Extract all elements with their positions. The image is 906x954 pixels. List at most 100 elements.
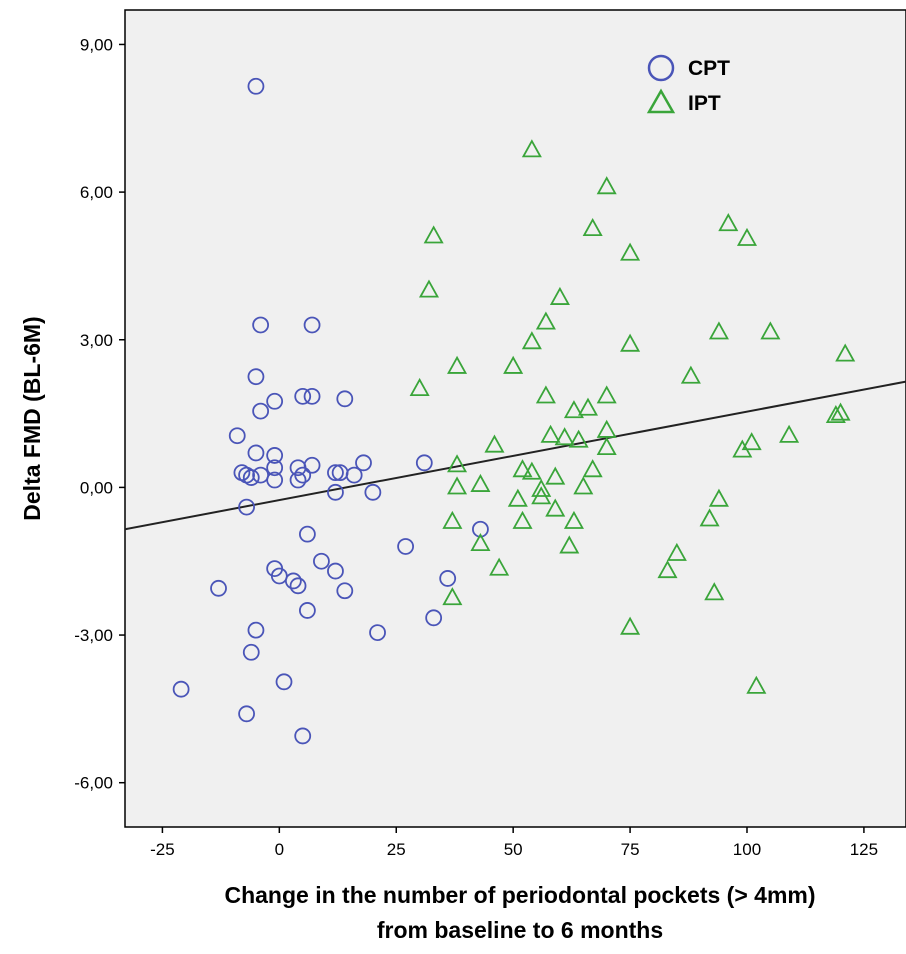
data-point-cpt — [266, 459, 284, 477]
data-point-ipt — [442, 510, 463, 529]
data-point-ipt — [563, 400, 584, 419]
data-point-ipt — [447, 355, 468, 374]
data-point-cpt — [303, 456, 321, 474]
data-point-ipt — [825, 405, 846, 424]
data-point-cpt — [355, 454, 372, 472]
data-point-cpt — [397, 538, 414, 555]
data-point-cpt — [266, 392, 284, 410]
data-point-ipt — [512, 510, 533, 529]
data-point-cpt — [369, 624, 386, 641]
data-point-ipt — [535, 385, 556, 404]
data-point-ipt — [718, 213, 739, 232]
data-point-ipt — [577, 397, 599, 416]
data-point-ipt — [596, 436, 617, 456]
data-points — [172, 77, 856, 745]
data-point-ipt — [582, 459, 603, 478]
data-point-ipt — [746, 675, 767, 694]
data-point-ipt — [507, 488, 528, 507]
legend: CPT IPT — [646, 54, 730, 115]
data-point-ipt — [708, 488, 729, 507]
data-point-ipt — [620, 242, 641, 261]
data-point-ipt — [409, 377, 430, 396]
data-point-cpt — [238, 705, 255, 723]
data-point-cpt — [303, 387, 321, 405]
legend-cpt-label: CPT — [688, 57, 730, 80]
data-point-ipt — [657, 560, 678, 579]
data-point-cpt — [364, 483, 382, 501]
data-point-ipt — [447, 476, 468, 495]
data-point-cpt — [289, 471, 307, 489]
data-point-ipt — [835, 343, 856, 362]
data-point-ipt — [545, 498, 566, 517]
data-point-ipt — [596, 419, 617, 438]
data-point-ipt — [503, 355, 524, 374]
data-point-cpt — [228, 427, 246, 445]
data-point-ipt — [760, 321, 781, 340]
data-point-ipt — [447, 454, 468, 473]
data-point-cpt — [345, 466, 363, 484]
data-point-ipt — [568, 429, 589, 448]
data-point-ipt — [666, 542, 687, 561]
data-point-ipt — [732, 439, 753, 458]
data-point-cpt — [247, 368, 265, 386]
data-point-cpt — [294, 466, 312, 484]
data-point-ipt — [830, 402, 851, 421]
data-point-cpt — [425, 609, 443, 627]
data-point-ipt — [554, 427, 575, 446]
x-axis-title-line1: Change in the number of periodontal pock… — [224, 882, 815, 908]
data-point-cpt — [313, 552, 330, 570]
data-point-cpt — [289, 577, 307, 595]
data-point-cpt — [336, 582, 354, 600]
x-tick-label: 50 — [504, 840, 523, 859]
y-axis-title: Delta FMD (BL-6M) — [19, 316, 45, 520]
x-tick-label: -25 — [150, 840, 175, 859]
data-point-ipt — [741, 432, 762, 451]
data-point-cpt — [327, 483, 344, 501]
y-tick-label: 3,00 — [80, 331, 113, 350]
data-point-ipt — [620, 333, 641, 352]
data-point-cpt — [238, 498, 255, 516]
data-point-cpt — [415, 454, 433, 472]
x-tick-label: 25 — [387, 840, 406, 859]
data-point-cpt — [242, 469, 260, 486]
data-point-ipt — [442, 587, 463, 606]
legend-ipt-marker — [646, 88, 676, 114]
data-point-cpt — [252, 316, 270, 334]
data-point-cpt — [284, 572, 302, 590]
data-point-ipt — [779, 424, 800, 443]
x-tick-label: 100 — [733, 840, 761, 859]
data-point-ipt — [521, 139, 542, 158]
data-point-ipt — [736, 227, 758, 246]
data-point-cpt — [252, 402, 270, 420]
data-point-cpt — [439, 570, 457, 587]
y-tick-label: -3,00 — [74, 626, 113, 645]
data-point-ipt — [582, 217, 603, 237]
data-point-ipt — [521, 461, 542, 480]
data-point-ipt — [596, 385, 617, 404]
x-tick-label: 75 — [621, 840, 640, 859]
data-point-ipt — [512, 459, 533, 478]
y-tick-label: 6,00 — [80, 183, 113, 202]
data-point-ipt — [680, 365, 701, 384]
data-point-cpt — [242, 643, 260, 661]
data-point-ipt — [531, 486, 552, 505]
y-tick-label: 9,00 — [80, 35, 113, 54]
legend-cpt-marker — [647, 54, 675, 82]
data-point-cpt — [266, 471, 284, 489]
data-point-ipt — [521, 331, 542, 350]
data-point-ipt — [620, 616, 641, 635]
data-point-cpt — [472, 520, 489, 538]
data-point-ipt — [470, 532, 491, 552]
data-point-ipt — [418, 279, 440, 298]
fit-line — [124, 380, 906, 531]
data-point-cpt — [275, 673, 293, 691]
y-axis: -6,00 -3,00 0,00 3,00 6,00 9,00 — [74, 35, 125, 793]
data-point-ipt — [596, 176, 617, 195]
data-point-cpt — [247, 77, 265, 95]
data-point-ipt — [531, 478, 552, 497]
data-point-ipt — [704, 582, 725, 601]
data-point-cpt — [210, 579, 227, 597]
data-point-ipt — [535, 311, 556, 330]
data-point-cpt — [247, 444, 265, 462]
